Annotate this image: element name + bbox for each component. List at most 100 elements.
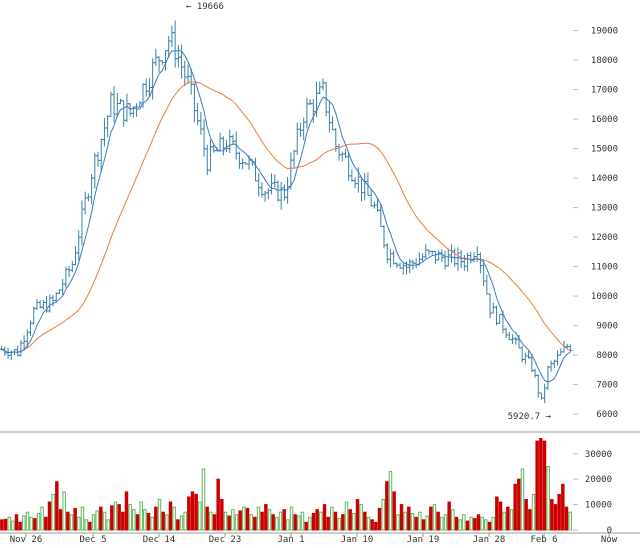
volume-bar <box>146 512 151 531</box>
price-tick-label: 8000 <box>596 351 618 361</box>
volume-bar <box>333 511 338 531</box>
volume-bar <box>3 518 8 531</box>
volume-bar <box>124 491 129 531</box>
volume-bar <box>275 516 279 531</box>
price-tick-label: 9000 <box>596 322 618 332</box>
volume-bar <box>330 506 334 531</box>
volume-bar <box>359 504 363 531</box>
volume-bar <box>289 506 294 531</box>
price-tick-label: 12000 <box>591 233 618 243</box>
volume-bar <box>282 509 286 531</box>
volume-bar <box>524 499 528 531</box>
volume-bar <box>337 518 341 531</box>
volume-bar <box>381 499 385 531</box>
volume-bar <box>366 516 371 531</box>
time-tick-label: Jan 28 <box>473 535 506 544</box>
volume-bar <box>348 509 352 531</box>
price-tick-label: 19000 <box>591 27 618 37</box>
volume-bar <box>418 511 422 531</box>
volume-bar <box>447 501 451 531</box>
volume-bar <box>205 506 209 531</box>
volume-bar <box>253 516 257 531</box>
volume-bar <box>531 493 536 531</box>
volume-bar <box>0 519 4 531</box>
volume-bar <box>370 519 374 531</box>
volume-bar <box>183 511 187 531</box>
time-tick-label: Jan 1 <box>277 535 304 544</box>
volume-bar <box>66 511 70 531</box>
volume-bar <box>209 511 213 531</box>
volume-bar <box>352 512 356 531</box>
volume-bar <box>561 483 565 531</box>
volume-bar <box>102 511 107 531</box>
volume-bar <box>502 511 506 531</box>
volume-bar <box>315 509 319 531</box>
volume-bar <box>80 506 85 531</box>
volume-bar <box>535 440 539 531</box>
volume-bar <box>495 496 499 531</box>
volume-bar <box>407 506 411 531</box>
volume-bar <box>491 516 495 531</box>
price-tick-label: 13000 <box>591 204 618 214</box>
volume-tick-label: 0 <box>607 526 612 536</box>
volume-bar <box>308 516 312 531</box>
volume-bar <box>135 514 140 531</box>
volume-bar <box>506 506 510 531</box>
volume-bar <box>462 514 466 531</box>
volume-bar <box>201 468 206 531</box>
price-tick-label: 15000 <box>591 145 618 155</box>
time-tick-label: Dec 5 <box>79 535 106 544</box>
volume-bar <box>212 514 217 531</box>
volume-bar <box>172 506 176 531</box>
volume-bar <box>62 491 66 531</box>
low-price-annotation: 5920.7 → <box>508 412 552 422</box>
moving-average-group <box>1 49 571 383</box>
volume-bar <box>234 514 239 531</box>
volume-bar <box>242 506 246 531</box>
volume-bar <box>165 514 169 531</box>
volume-bar <box>117 504 121 531</box>
volume-bar <box>355 499 360 531</box>
volume-tick-label: 30000 <box>585 450 612 460</box>
volume-bar <box>36 512 41 531</box>
volume-bar <box>238 510 242 531</box>
volume-bar <box>403 511 407 531</box>
volume-bar <box>168 501 173 531</box>
volume-bar <box>55 481 59 531</box>
volume-bar <box>377 507 382 531</box>
time-tick-label: Feb 6 <box>530 535 557 544</box>
volume-bar <box>344 501 349 531</box>
volume-bar <box>198 501 202 531</box>
volume-bar <box>194 493 198 531</box>
volume-bar <box>58 509 63 531</box>
time-tick-label: Dec 23 <box>209 535 242 544</box>
volume-bar <box>187 496 191 531</box>
volume-bar <box>18 521 22 531</box>
volume-bar <box>293 514 297 531</box>
high-price-annotation: ← 19666 <box>186 2 224 12</box>
price-tick-label: 10000 <box>591 292 618 302</box>
volume-bar <box>69 514 74 531</box>
volume-bar <box>11 520 15 531</box>
volume-bar <box>278 511 283 531</box>
price-tick-label: 14000 <box>591 174 618 184</box>
volume-bar <box>113 501 118 531</box>
price-tick-label: 18000 <box>591 56 618 66</box>
volume-bar <box>132 509 136 531</box>
volume-bar <box>553 504 558 531</box>
volume-bar <box>143 509 147 531</box>
volume-bar <box>319 511 323 531</box>
volume-bar <box>440 516 444 531</box>
time-tick-label: Now <box>601 535 618 544</box>
annotation-group: ← 19666 5920.7 → <box>186 2 552 422</box>
volume-bar <box>410 512 415 531</box>
volume-bar <box>176 519 180 531</box>
volume-bar <box>465 520 470 531</box>
price-tick-label: 7000 <box>596 381 618 391</box>
volume-bar <box>363 511 367 531</box>
candle-group <box>0 20 573 404</box>
volume-bar <box>473 518 477 531</box>
volume-bar <box>33 518 37 531</box>
volume-bar <box>539 438 543 531</box>
